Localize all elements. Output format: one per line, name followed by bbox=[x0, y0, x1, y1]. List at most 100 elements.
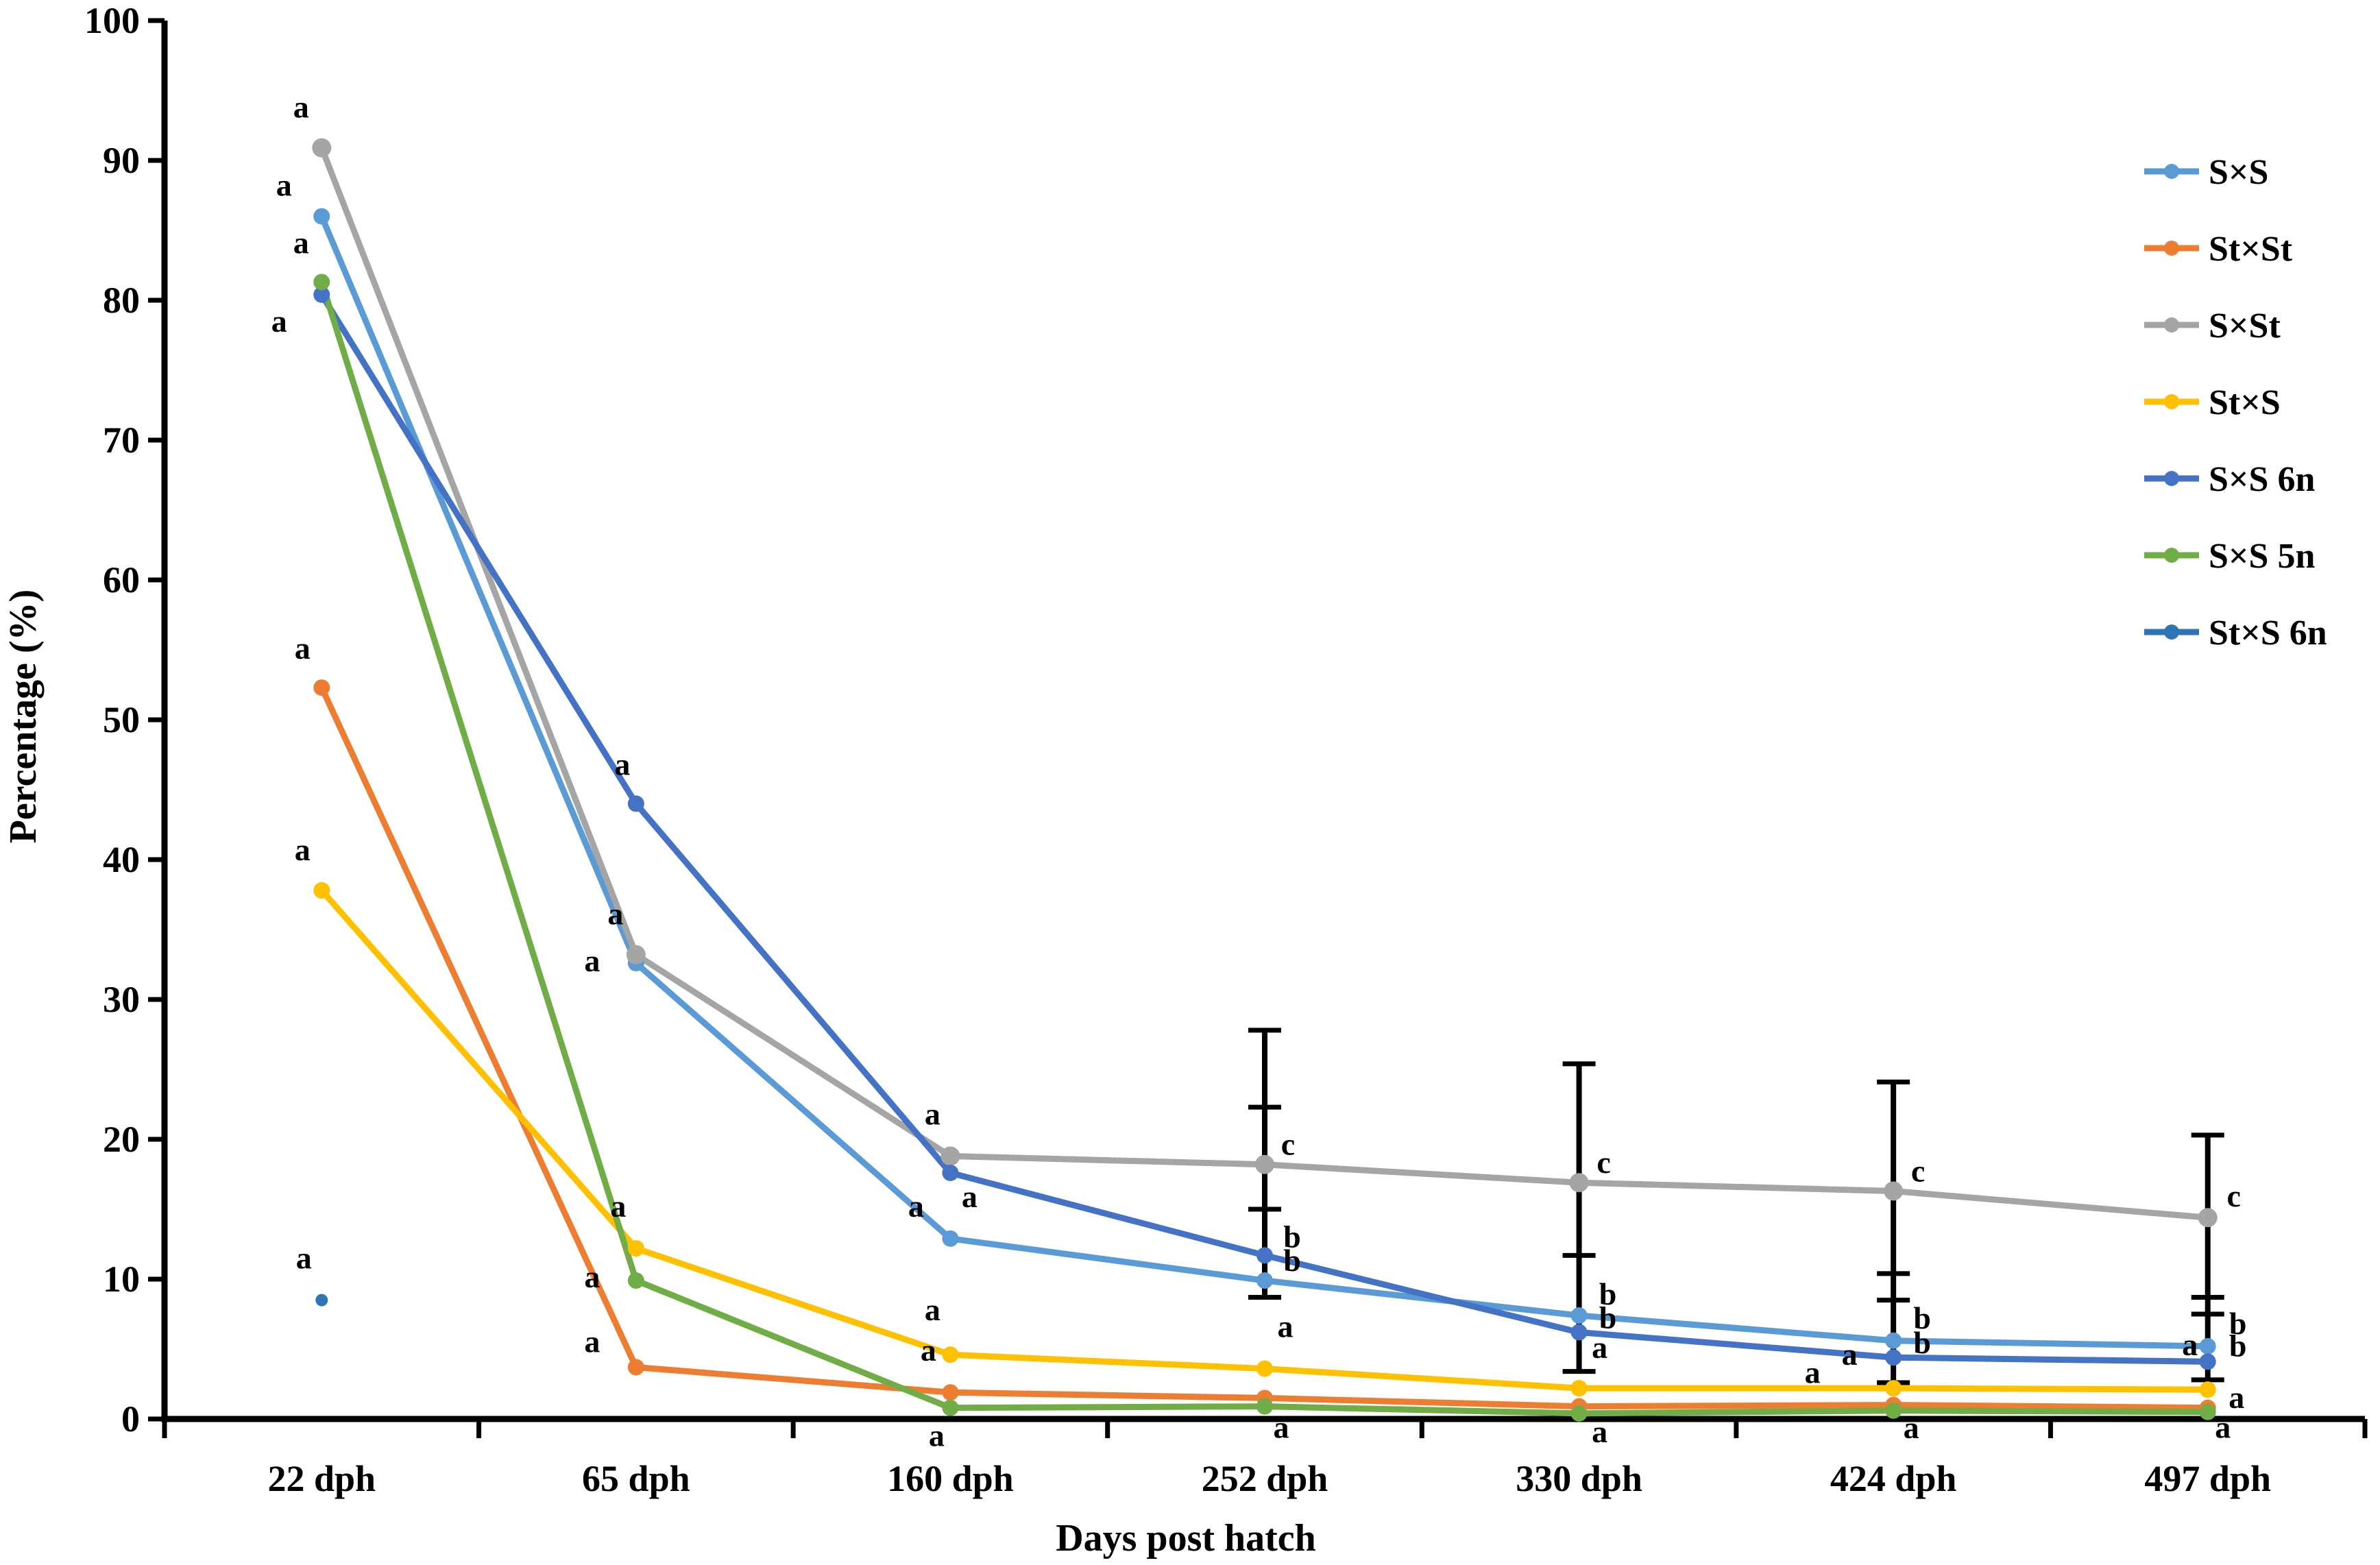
series-5-marker-5 bbox=[1885, 1402, 1902, 1419]
x-axis-title: Days post hatch bbox=[1056, 1517, 1316, 1560]
x-category-label-1: 65 dph bbox=[582, 1458, 690, 1499]
legend-marker-2 bbox=[2164, 317, 2179, 332]
sig-letter-s3-x0: a bbox=[295, 832, 311, 867]
series-0-marker-6 bbox=[2199, 1337, 2216, 1355]
sig-letter-s5-x4: a bbox=[1592, 1414, 1607, 1449]
series-2-marker-0 bbox=[312, 138, 332, 158]
series-3-marker-2 bbox=[942, 1346, 959, 1363]
series-3-marker-1 bbox=[627, 1240, 644, 1257]
series-4-marker-3 bbox=[1256, 1247, 1273, 1264]
sig-letter-s0-x6: b bbox=[2229, 1306, 2247, 1341]
series-3-marker-5 bbox=[1885, 1380, 1902, 1397]
y-tick-label-60: 60 bbox=[103, 559, 140, 600]
series-5-marker-4 bbox=[1570, 1405, 1588, 1422]
series-5-marker-6 bbox=[2199, 1403, 2216, 1420]
series-1-marker-1 bbox=[627, 1359, 644, 1376]
sig-letter-s1-x5: a bbox=[1805, 1355, 1821, 1390]
sig-letter-s0-x1: a bbox=[584, 943, 600, 978]
sig-letter-s2-x5: c bbox=[1911, 1153, 1925, 1188]
sig-letter-s1-x0: a bbox=[295, 631, 311, 666]
legend-label-2: S×St bbox=[2209, 306, 2281, 345]
sig-letter-s5-x0: a bbox=[293, 225, 309, 260]
series-0-marker-2 bbox=[942, 1230, 959, 1247]
sig-letter-s2-x6: c bbox=[2227, 1178, 2241, 1213]
series-4-marker-1 bbox=[627, 795, 644, 812]
sig-letter-s4-x2: a bbox=[962, 1179, 977, 1214]
series-2-marker-6 bbox=[2198, 1208, 2218, 1228]
y-tick-label-70: 70 bbox=[103, 420, 140, 461]
series-0-marker-0 bbox=[313, 208, 330, 225]
sig-letter-s3-x2: a bbox=[925, 1292, 940, 1327]
series-4-marker-0 bbox=[313, 286, 330, 303]
series-3-marker-0 bbox=[313, 882, 330, 899]
y-tick-label-20: 20 bbox=[103, 1119, 140, 1160]
sig-letter-s5-x2: a bbox=[929, 1418, 945, 1453]
y-tick-label-90: 90 bbox=[103, 140, 140, 181]
series-3-marker-6 bbox=[2199, 1381, 2216, 1398]
series-6-marker-0 bbox=[315, 1294, 328, 1307]
sig-letter-s4-x6: b bbox=[2229, 1328, 2247, 1363]
series-4-marker-6 bbox=[2199, 1353, 2216, 1370]
series-0-marker-3 bbox=[1256, 1272, 1273, 1289]
series-5-marker-2 bbox=[942, 1399, 959, 1416]
series-5-marker-3 bbox=[1256, 1398, 1273, 1415]
sig-letter-s0-x0: a bbox=[276, 168, 292, 203]
sig-letter-s4-x0: a bbox=[271, 304, 287, 339]
series-2-marker-2 bbox=[940, 1146, 960, 1166]
legend-marker-4 bbox=[2164, 471, 2179, 486]
x-category-label-3: 252 dph bbox=[1202, 1458, 1328, 1499]
legend-label-1: St×St bbox=[2209, 230, 2293, 269]
legend-marker-5 bbox=[2164, 548, 2179, 563]
x-category-label-6: 497 dph bbox=[2144, 1458, 2271, 1499]
series-4-marker-5 bbox=[1885, 1349, 1902, 1366]
x-category-label-4: 330 dph bbox=[1516, 1458, 1642, 1499]
series-4-marker-4 bbox=[1570, 1324, 1588, 1341]
sig-letter-s6-x0: a bbox=[296, 1241, 312, 1276]
y-tick-label-10: 10 bbox=[103, 1259, 140, 1300]
y-tick-label-30: 30 bbox=[103, 979, 140, 1020]
sig-letter-s2-x3: c bbox=[1281, 1127, 1295, 1162]
x-category-label-2: 160 dph bbox=[887, 1458, 1014, 1499]
sig-letter-s0-x2: a bbox=[908, 1189, 924, 1224]
sig-letter-s0-x3: b bbox=[1283, 1243, 1301, 1278]
sig-letter-s5-x6: a bbox=[2229, 1380, 2244, 1415]
sig-letter-s2-x2: a bbox=[925, 1096, 940, 1131]
series-0-marker-5 bbox=[1885, 1332, 1902, 1349]
series-3-marker-4 bbox=[1570, 1380, 1588, 1397]
series-2-marker-3 bbox=[1255, 1154, 1274, 1174]
series-3-marker-3 bbox=[1256, 1360, 1273, 1377]
legend-marker-3 bbox=[2164, 394, 2179, 409]
y-axis-title: Percentage (%) bbox=[2, 590, 45, 844]
sig-letter-s5-x3: a bbox=[1274, 1410, 1289, 1445]
legend-label-5: S×S 5n bbox=[2209, 537, 2315, 576]
x-category-label-0: 22 dph bbox=[267, 1458, 376, 1499]
legend-label-3: St×S bbox=[2209, 383, 2281, 422]
sig-letter-s2-x0: a bbox=[293, 90, 309, 125]
sig-letter-s1-x6: a bbox=[2215, 1410, 2231, 1445]
series-1-marker-2 bbox=[942, 1384, 959, 1401]
y-tick-label-50: 50 bbox=[103, 699, 140, 740]
y-tick-label-80: 80 bbox=[103, 280, 140, 321]
series-0-marker-4 bbox=[1570, 1307, 1588, 1324]
sig-letter-s1-x2: a bbox=[921, 1333, 936, 1368]
y-tick-label-100: 100 bbox=[84, 0, 140, 41]
sig-letter-s3-x5: a bbox=[1842, 1337, 1858, 1372]
sig-letter-s5-x1: a bbox=[584, 1259, 600, 1294]
sig-letter-s2-x4: c bbox=[1596, 1145, 1610, 1180]
series-2-marker-1 bbox=[626, 945, 646, 965]
sig-letter-s5-x5: a bbox=[1904, 1410, 1919, 1445]
sig-letter-s1-x1: a bbox=[584, 1324, 600, 1359]
legend-marker-0 bbox=[2164, 164, 2179, 179]
legend-label-4: S×S 6n bbox=[2209, 460, 2315, 499]
sig-letter-s4-x1: a bbox=[614, 747, 630, 781]
series-2-marker-4 bbox=[1569, 1173, 1589, 1193]
series-5-marker-0 bbox=[313, 274, 330, 291]
legend-marker-1 bbox=[2164, 241, 2179, 256]
sig-letter-s3-x3: a bbox=[1278, 1309, 1294, 1344]
series-4-marker-2 bbox=[942, 1164, 959, 1181]
series-2-marker-5 bbox=[1884, 1181, 1904, 1201]
y-tick-label-40: 40 bbox=[103, 839, 140, 880]
series-5-marker-1 bbox=[627, 1272, 644, 1289]
